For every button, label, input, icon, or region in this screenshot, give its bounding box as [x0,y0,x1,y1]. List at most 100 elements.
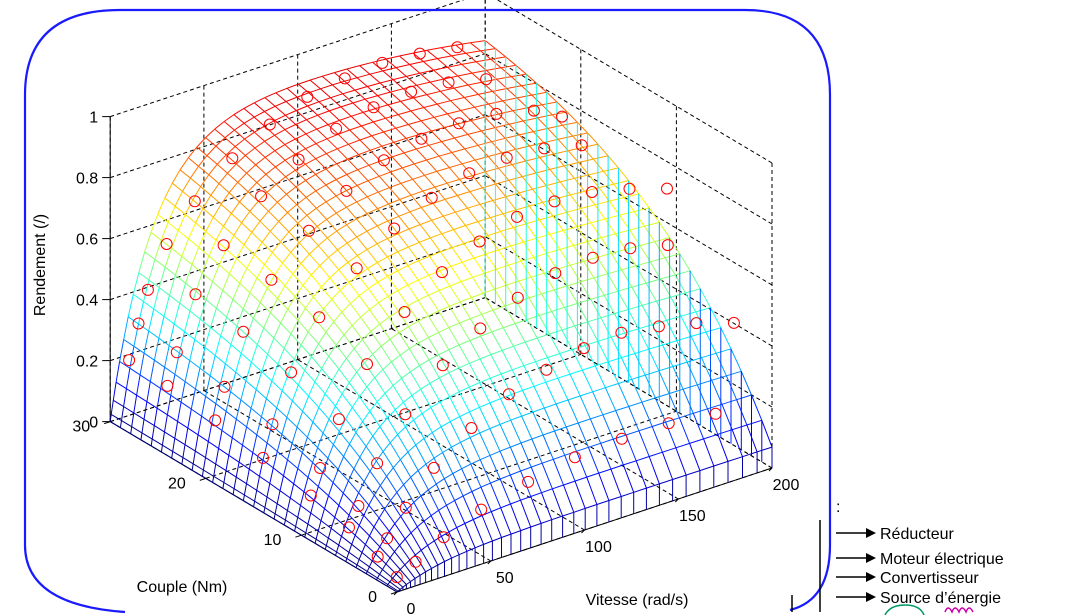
surface-mesh-line [187,157,199,167]
measured-point [437,531,450,544]
surface-mesh-line [290,242,300,253]
surface-mesh-line [379,573,391,583]
surface-mesh-line [536,237,548,254]
surface-mesh-line [483,273,495,290]
surface-mesh-line [245,155,257,166]
surface-mesh-line [228,192,240,203]
surface-mesh-line [489,450,501,456]
surface-mesh-line [240,335,248,354]
surface-mesh-line [542,202,554,217]
surface-mesh-line [304,536,316,544]
surface-mesh-line [390,171,402,184]
surface-mesh-line [756,446,773,453]
x-tick-label: 150 [679,508,706,525]
surface-mesh-line [521,415,533,440]
surface-mesh-line [297,452,303,469]
surface-mesh-line [261,416,272,426]
surface-mesh-line [500,64,516,69]
surface-mesh-line [361,125,372,137]
surface-mesh-line [751,394,763,421]
surface-mesh-line [461,159,476,165]
surface-mesh-line [264,134,275,142]
surface-mesh-line [500,373,512,395]
surface-mesh-line [547,357,559,379]
surface-mesh-line [346,242,358,256]
surface-mesh-line [294,148,306,155]
surface-mesh-line [222,290,234,300]
surface-mesh-line [255,164,267,175]
surface-mesh-line [409,211,421,225]
surface-mesh-line [345,561,357,569]
grid-line [110,236,486,362]
surface-mesh-line [600,443,612,470]
surface-mesh-line [438,310,450,328]
surface-mesh-line [417,279,429,296]
surface-mesh-line [234,122,245,131]
surface-mesh-line [205,216,214,232]
surface-mesh-line [168,323,175,346]
surface-mesh-line [349,303,362,318]
surface-mesh-line [731,429,743,457]
surface-mesh-line [479,377,491,384]
surface-mesh-line [182,191,194,201]
surface-mesh-line [426,90,441,96]
surface-mesh-line [374,377,386,394]
surface-mesh-line [535,172,547,186]
surface-mesh-line [397,434,409,453]
surface-mesh-line [377,208,389,222]
surface-mesh-line [334,516,346,527]
surface-mesh-line [305,532,317,540]
surface-mesh-line [458,391,470,413]
surface-mesh-line [386,417,399,435]
measured-point [313,311,326,324]
measured-point [399,408,412,421]
surface-mesh-line [495,268,507,286]
surface-mesh-line [479,459,491,484]
measured-point [540,363,553,376]
surface-mesh-line [202,475,213,483]
surface-mesh-line [607,361,619,384]
y-tick-label: 10 [264,532,282,549]
surface-mesh-line [360,316,372,332]
surface-mesh-line [346,174,358,186]
surface-mesh-line [298,79,311,85]
surface-mesh-line [417,294,429,301]
surface-mesh-line [367,82,381,87]
surface-mesh-line [510,530,521,535]
surface-mesh-line [497,249,509,266]
surface-mesh-line [166,395,172,415]
surface-mesh-line [157,197,166,215]
surface-mesh-line [120,427,131,435]
surface-mesh-line [346,169,358,175]
surface-mesh-line [307,436,318,448]
surface-mesh-line [517,94,532,99]
legend-label: Source d’énergie [880,590,1001,607]
surface-mesh-line [296,426,308,438]
surface-mesh-line [327,230,338,239]
surface-mesh-line [349,443,361,458]
surface-mesh-line [721,399,737,405]
surface-mesh-line [389,557,401,570]
surface-mesh-line [197,434,209,443]
surface-mesh-line [253,317,265,329]
surface-mesh-line [310,512,322,522]
surface-mesh-line [362,331,372,340]
surface-mesh-line [224,129,235,139]
surface-mesh-line [346,552,350,559]
surface-mesh-line [449,301,461,307]
surface-mesh-line [489,428,501,452]
surface-mesh-line [361,121,374,127]
surface-mesh-line [246,267,258,279]
surface-mesh-line [502,100,514,112]
surface-mesh-line [543,138,559,144]
measured-point [263,118,276,131]
surface-mesh-line [280,308,289,324]
surface-mesh-line [341,535,353,545]
surface-mesh-line [446,178,460,184]
surface-mesh-line [526,319,538,339]
surface-mesh-line [467,203,481,209]
surface-mesh-line [556,101,568,113]
surface-mesh-line [205,137,217,147]
surface-mesh-line [285,176,297,188]
surface-mesh-line [418,337,429,344]
